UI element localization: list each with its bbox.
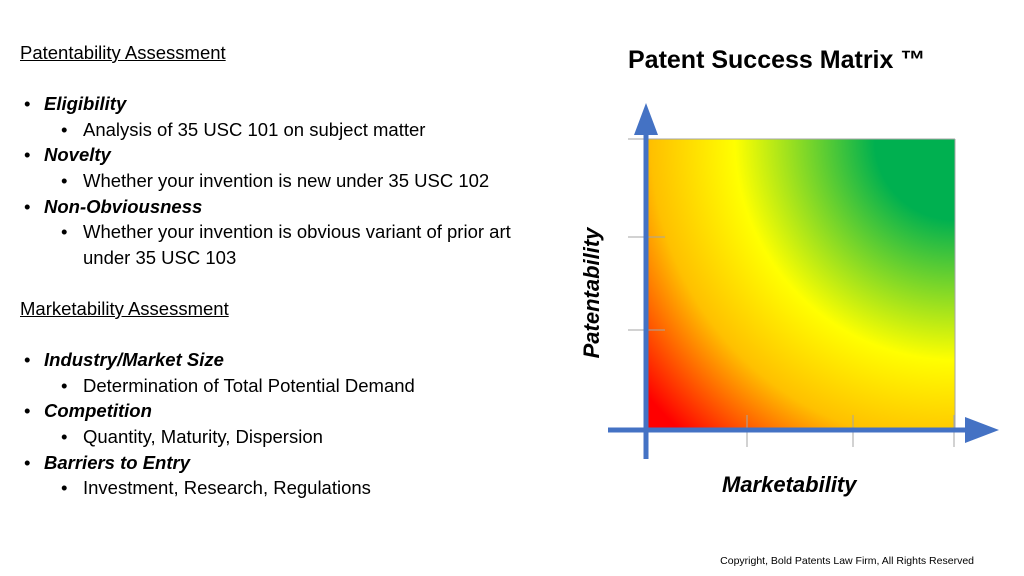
list-subitem: Analysis of 35 USC 101 on subject matter bbox=[44, 117, 560, 143]
marketability-heading: Marketability Assessment bbox=[20, 297, 229, 319]
list-subitem: Investment, Research, Regulations bbox=[44, 475, 560, 501]
novelty-title: Novelty bbox=[44, 144, 111, 166]
list-item: Industry/Market Size Determination of To… bbox=[20, 347, 560, 398]
assessment-panel: Patentability Assessment Eligibility Ana… bbox=[20, 40, 560, 501]
y-axis-arrowhead bbox=[634, 103, 658, 135]
patent-success-matrix bbox=[608, 103, 999, 459]
list-item: Non-Obviousness Whether your invention i… bbox=[20, 194, 560, 271]
list-subitem: Whether your invention is new under 35 U… bbox=[44, 168, 560, 194]
competition-title: Competition bbox=[44, 400, 152, 422]
marketability-list: Industry/Market Size Determination of To… bbox=[20, 347, 560, 501]
patentability-list: Eligibility Analysis of 35 USC 101 on su… bbox=[20, 91, 560, 270]
eligibility-title: Eligibility bbox=[44, 93, 127, 115]
y-axis-label: Patentability bbox=[579, 227, 604, 359]
matrix-title: Patent Success Matrix ™ bbox=[628, 46, 926, 74]
matrix-heatmap bbox=[645, 139, 955, 430]
list-item: Eligibility Analysis of 35 USC 101 on su… bbox=[20, 91, 560, 142]
x-axis-label: Marketability bbox=[722, 472, 857, 497]
list-subitem: Determination of Total Potential Demand bbox=[44, 373, 560, 399]
patentability-heading: Patentability Assessment bbox=[20, 42, 226, 63]
copyright-text: Copyright, Bold Patents Law Firm, All Ri… bbox=[720, 555, 974, 567]
list-item: Barriers to Entry Investment, Research, … bbox=[20, 450, 560, 501]
list-subitem: Quantity, Maturity, Dispersion bbox=[44, 424, 560, 450]
list-item: Competition Quantity, Maturity, Dispersi… bbox=[20, 398, 560, 449]
list-subitem: Whether your invention is obvious varian… bbox=[44, 219, 560, 270]
non-obviousness-title: Non-Obviousness bbox=[44, 195, 203, 217]
x-axis-arrowhead bbox=[965, 417, 999, 443]
list-item: Novelty Whether your invention is new un… bbox=[20, 142, 560, 193]
market-size-title: Industry/Market Size bbox=[44, 349, 224, 371]
barriers-title: Barriers to Entry bbox=[44, 451, 190, 473]
